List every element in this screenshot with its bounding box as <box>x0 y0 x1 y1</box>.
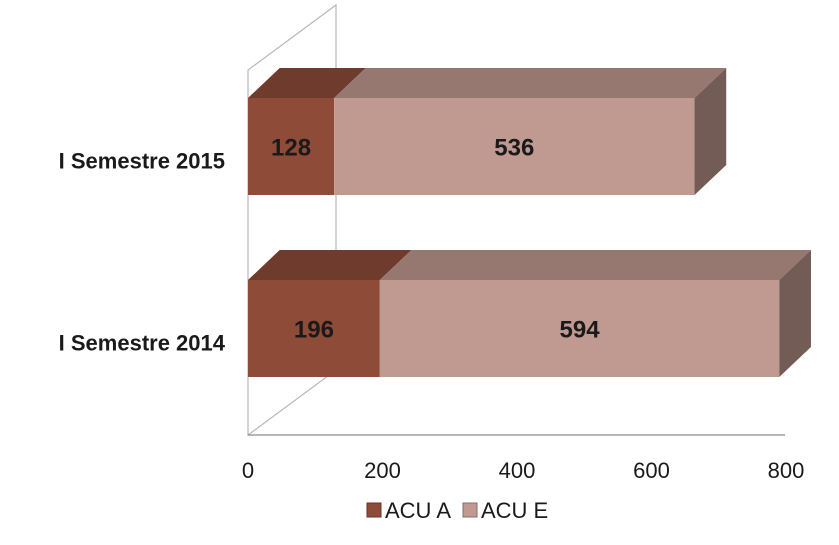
bar-top-face <box>248 250 412 280</box>
x-tick-label: 600 <box>633 458 670 483</box>
bar-front-face <box>334 98 695 195</box>
legend-swatch <box>462 502 478 518</box>
legend-label: ACU E <box>481 498 548 523</box>
legend-swatch <box>366 502 382 518</box>
legend-item: ACU E <box>462 498 548 523</box>
bar-segment <box>379 250 811 377</box>
bar-value-label: 594 <box>560 317 601 344</box>
x-tick-label: 200 <box>364 458 401 483</box>
bar-front-face <box>248 280 380 377</box>
x-tick-label: 800 <box>768 458 805 483</box>
bar-top-face <box>379 250 811 280</box>
legend: ACU A ACU E <box>366 498 548 523</box>
bar-top-face <box>334 68 727 98</box>
labels-layer: 0 200 400 600 800 128 536 I Semestre 2015 196 594… <box>59 135 805 484</box>
bar-value-label: 196 <box>294 317 334 344</box>
bar-segment <box>248 250 412 377</box>
bar-segment <box>248 68 366 195</box>
bar-front-face <box>379 280 780 377</box>
bar-value-label: 128 <box>271 135 311 162</box>
legend-item: ACU A <box>366 498 451 523</box>
category-label: I Semestre 2015 <box>59 149 225 174</box>
x-tick-label: 400 <box>499 458 536 483</box>
x-tick-label: 0 <box>242 458 254 483</box>
bars-layer <box>248 68 811 377</box>
bar-side-face <box>779 250 811 377</box>
bar-side-face <box>694 68 727 195</box>
bar-front-face <box>248 98 335 195</box>
bar-top-face <box>248 68 366 98</box>
bar-value-label: 536 <box>494 135 534 162</box>
bar-segment <box>334 68 727 195</box>
legend-label: ACU A <box>385 498 451 523</box>
category-label: I Semestre 2014 <box>59 331 226 356</box>
